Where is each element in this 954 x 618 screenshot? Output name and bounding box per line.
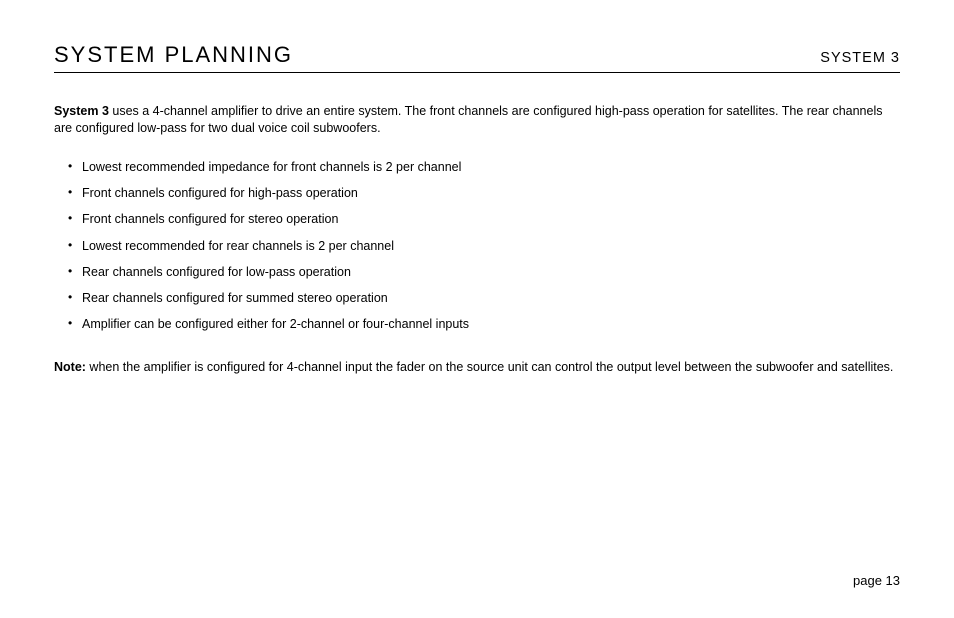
intro-paragraph: System 3 uses a 4-channel amplifier to d…: [54, 103, 900, 137]
list-item: Amplifier can be configured either for 2…: [68, 316, 900, 332]
intro-lead: System 3: [54, 104, 109, 118]
list-item: Lowest recommended for rear channels is …: [68, 238, 900, 254]
page: System Planning System 3 System 3 uses a…: [0, 0, 954, 618]
list-item: Rear channels configured for summed ster…: [68, 290, 900, 306]
section-subtitle: System 3: [820, 50, 900, 66]
note-paragraph: Note: when the amplifier is configured f…: [54, 359, 900, 376]
list-item: Front channels configured for stereo ope…: [68, 211, 900, 227]
list-item: Front channels configured for high-pass …: [68, 185, 900, 201]
bullet-list: Lowest recommended impedance for front c…: [68, 159, 900, 333]
note-lead: Note:: [54, 360, 86, 374]
list-item: Lowest recommended impedance for front c…: [68, 159, 900, 175]
section-title: System Planning: [54, 42, 293, 68]
list-item: Rear channels configured for low-pass op…: [68, 264, 900, 280]
note-rest: when the amplifier is configured for 4-c…: [86, 360, 893, 374]
intro-rest: uses a 4-channel amplifier to drive an e…: [54, 104, 882, 135]
page-number: page 13: [853, 573, 900, 588]
header-row: System Planning System 3: [54, 42, 900, 73]
